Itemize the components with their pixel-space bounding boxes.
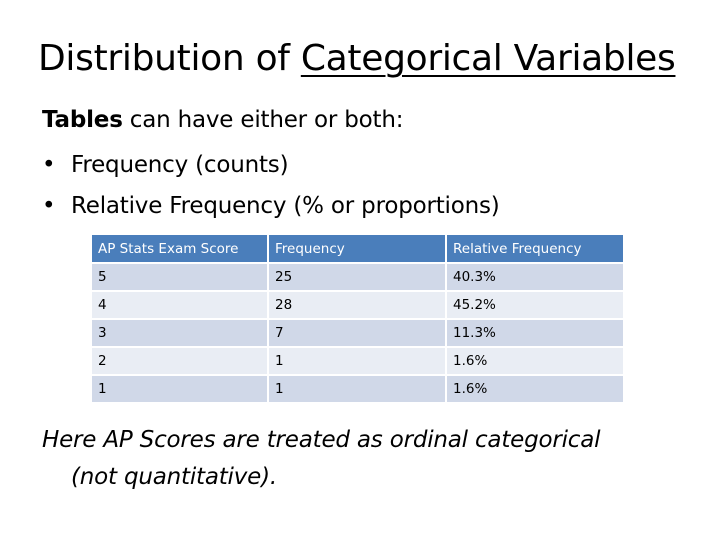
bullet-dot: •	[42, 193, 56, 219]
cell-score: 5	[90, 262, 269, 292]
cell-relative-frequency: 45.2%	[445, 290, 625, 320]
bullet-item: • Frequency (counts)	[42, 145, 500, 186]
cell-relative-frequency: 1.6%	[445, 346, 625, 376]
cell-score: 4	[90, 290, 269, 320]
bullet-item: • Relative Frequency (% or proportions)	[42, 186, 500, 227]
cell-frequency: 7	[267, 318, 447, 348]
cell-frequency: 1	[267, 346, 447, 376]
cell-frequency: 28	[267, 290, 447, 320]
title-underlined: Categorical Variables	[300, 38, 676, 79]
cell-relative-frequency: 11.3%	[445, 318, 625, 348]
bullet-dot: •	[42, 152, 56, 178]
header-relative-frequency: Relative Frequency	[445, 233, 625, 264]
cell-score: 1	[90, 374, 269, 404]
cell-frequency: 25	[267, 262, 447, 292]
bullet-list: • Frequency (counts) • Relative Frequency …	[42, 145, 500, 227]
cell-frequency: 1	[267, 374, 447, 404]
cell-relative-frequency: 40.3%	[445, 262, 625, 292]
note-line-1: Here AP Scores are treated as ordinal ca…	[42, 427, 601, 453]
cell-relative-frequency: 1.6%	[445, 374, 625, 404]
table-row: 5 25 40.3%	[90, 262, 625, 292]
table-row: 4 28 45.2%	[90, 290, 625, 320]
table-row: 1 1 1.6%	[90, 374, 625, 404]
bullet-text: Relative Frequency (% or proportions)	[71, 193, 500, 219]
table-row: 2 1 1.6%	[90, 346, 625, 376]
cell-score: 3	[90, 318, 269, 348]
cell-score: 2	[90, 346, 269, 376]
frequency-table: AP Stats Exam Score Frequency Relative F…	[90, 233, 625, 404]
header-score: AP Stats Exam Score	[90, 233, 269, 264]
note-line-2: (not quantitative).	[71, 464, 277, 490]
slide-title: Distribution of Categorical Variables	[38, 36, 676, 82]
note-text: Here AP Scores are treated as ordinal ca…	[42, 422, 601, 496]
intro-rest: can have either or both:	[122, 107, 404, 133]
bullet-text: Frequency (counts)	[71, 152, 289, 178]
intro-bold: Tables	[42, 107, 123, 133]
title-prefix: Distribution of	[38, 38, 301, 79]
table-row: 3 7 11.3%	[90, 318, 625, 348]
table-header-row: AP Stats Exam Score Frequency Relative F…	[90, 233, 625, 264]
intro-text: Tables can have either or both:	[42, 102, 403, 139]
header-frequency: Frequency	[267, 233, 447, 264]
